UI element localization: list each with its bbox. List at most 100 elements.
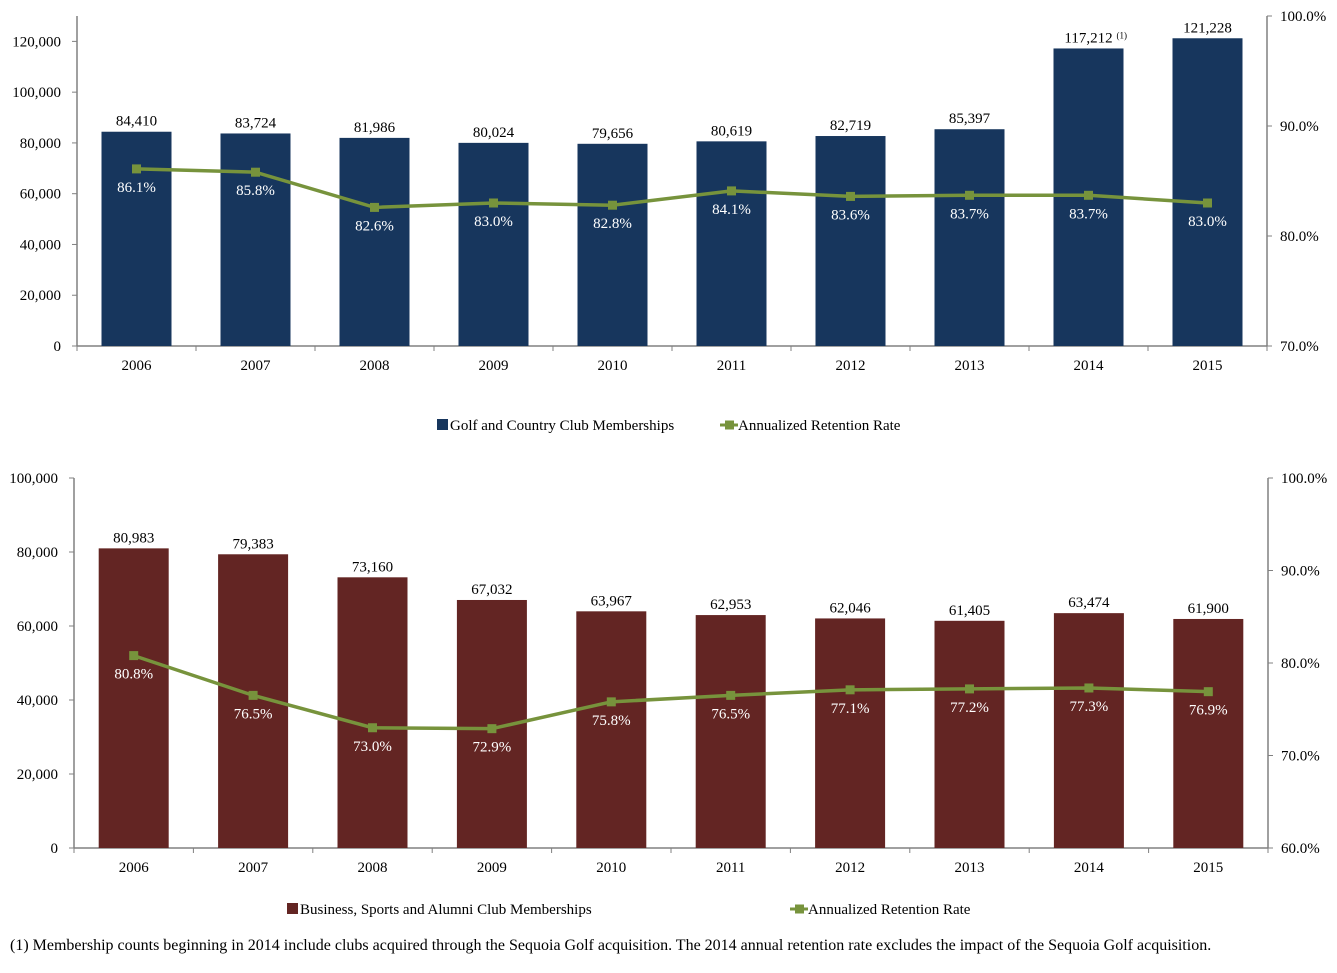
bar	[1172, 38, 1243, 346]
bar-value-label: 81,986	[354, 120, 396, 136]
bar-value-label: 63,474	[1068, 595, 1110, 611]
retention-value-label: 85.8%	[236, 183, 275, 199]
golf-membership-chart: 0 20,000 40,000 60,000 80,000 100,000 120,000 7…	[12, 9, 1326, 434]
bar-value-label: 84,410	[116, 114, 157, 130]
retention-value-label: 77.1%	[831, 701, 870, 717]
bar	[934, 129, 1005, 346]
retention-marker	[727, 186, 736, 196]
retention-marker	[726, 690, 736, 700]
bar-value-label: 80,983	[113, 530, 154, 546]
retention-marker	[368, 723, 377, 733]
retention-marker	[1084, 683, 1094, 693]
x-tick-label: 2011	[717, 358, 746, 374]
retention-value-label: 82.8%	[593, 216, 632, 232]
retention-marker	[1203, 198, 1212, 208]
legend-line-marker	[725, 420, 734, 430]
x-tick-label: 2008	[360, 358, 390, 374]
retention-value-label: 77.3%	[1070, 699, 1109, 715]
y2-tick-label: 80.0%	[1281, 656, 1320, 672]
y-tick-label: 40,000	[17, 693, 58, 709]
bar	[101, 131, 172, 346]
bar	[695, 615, 766, 848]
y2-tick-label: 70.0%	[1281, 749, 1320, 765]
y2-tick-label: 100.0%	[1281, 471, 1327, 487]
y2-tick-label: 90.0%	[1280, 119, 1319, 135]
x-tick-label: 2014	[1074, 358, 1105, 374]
retention-marker	[370, 202, 379, 212]
x-tick-label: 2010	[596, 860, 626, 876]
x-tick-label: 2008	[358, 860, 388, 876]
x-tick-label: 2013	[955, 860, 985, 876]
retention-marker	[965, 684, 974, 694]
retention-value-label: 86.1%	[117, 180, 156, 196]
retention-value-label: 77.2%	[950, 700, 989, 716]
legend-bar-label: Business, Sports and Alumni Club Members…	[300, 902, 592, 918]
retention-value-label: 76.5%	[711, 706, 750, 722]
bar-value-label: 121,228	[1183, 20, 1232, 36]
x-tick-label: 2011	[716, 860, 745, 876]
bar	[98, 548, 169, 848]
retention-value-label: 76.9%	[1189, 703, 1228, 719]
retention-line	[133, 653, 1209, 731]
x-tick-label: 2015	[1193, 358, 1223, 374]
bar	[337, 577, 408, 848]
retention-marker	[606, 697, 616, 707]
x-tick-label: 2014	[1074, 860, 1105, 876]
bar	[815, 136, 886, 346]
retention-marker	[487, 724, 497, 734]
retention-value-label: 84.1%	[712, 202, 751, 218]
legend-bar-swatch	[287, 903, 298, 914]
x-tick-label: 2010	[598, 358, 628, 374]
retention-marker	[251, 167, 260, 177]
bar-value-label: 80,024	[473, 125, 515, 141]
bar-value-label: 80,619	[711, 123, 752, 139]
bar	[220, 133, 291, 346]
y2-tick-label: 100.0%	[1280, 9, 1326, 25]
x-tick-label: 2007	[238, 860, 269, 876]
retention-marker	[132, 164, 141, 174]
bar	[577, 143, 648, 346]
retention-marker	[1084, 190, 1093, 200]
legend-bar-swatch	[437, 419, 448, 430]
legend-line-marker	[795, 904, 804, 914]
retention-value-label: 75.8%	[592, 713, 631, 729]
x-tick-label: 2015	[1193, 860, 1223, 876]
bar-value-label: 79,656	[592, 126, 634, 142]
x-tick-label: 2009	[479, 358, 509, 374]
retention-line	[136, 167, 1208, 210]
bar	[339, 137, 410, 346]
retention-value-label: 73.0%	[353, 739, 392, 755]
y2-tick-label: 70.0%	[1280, 339, 1319, 355]
bar-value-label: 117,212	[1064, 30, 1112, 46]
bar-value-label: 67,032	[471, 582, 512, 598]
retention-marker	[1203, 687, 1213, 697]
bar-value-label: 61,900	[1188, 601, 1229, 617]
y-tick-label: 0	[51, 841, 59, 857]
bar-value-label: 63,967	[591, 593, 633, 609]
x-tick-label: 2006	[122, 358, 153, 374]
y-tick-label: 120,000	[12, 34, 61, 50]
bar-value-label: 73,160	[352, 559, 393, 575]
bar	[1173, 618, 1244, 848]
retention-marker	[129, 651, 139, 661]
legend-line-label: Annualized Retention Rate	[738, 418, 901, 434]
x-tick-label: 2009	[477, 860, 507, 876]
retention-marker	[248, 690, 258, 700]
y2-tick-label: 90.0%	[1281, 564, 1320, 580]
retention-value-label: 82.6%	[355, 218, 394, 234]
bar-value-label: 79,383	[232, 536, 273, 552]
retention-value-label: 80.8%	[114, 667, 153, 683]
retention-marker	[965, 190, 974, 200]
retention-value-label: 76.5%	[234, 706, 273, 722]
retention-value-label: 83.0%	[1188, 214, 1227, 230]
retention-value-label: 83.6%	[831, 207, 870, 223]
bar-value-label: 82,719	[830, 118, 871, 134]
retention-marker	[489, 198, 498, 208]
y2-tick-label: 80.0%	[1280, 229, 1319, 245]
y-tick-label: 60,000	[17, 619, 58, 635]
annotation-mark: (1)	[1117, 30, 1128, 40]
bar-value-label: 83,724	[235, 115, 277, 131]
legend-bar-label: Golf and Country Club Memberships	[450, 418, 674, 434]
x-tick-label: 2007	[241, 358, 272, 374]
